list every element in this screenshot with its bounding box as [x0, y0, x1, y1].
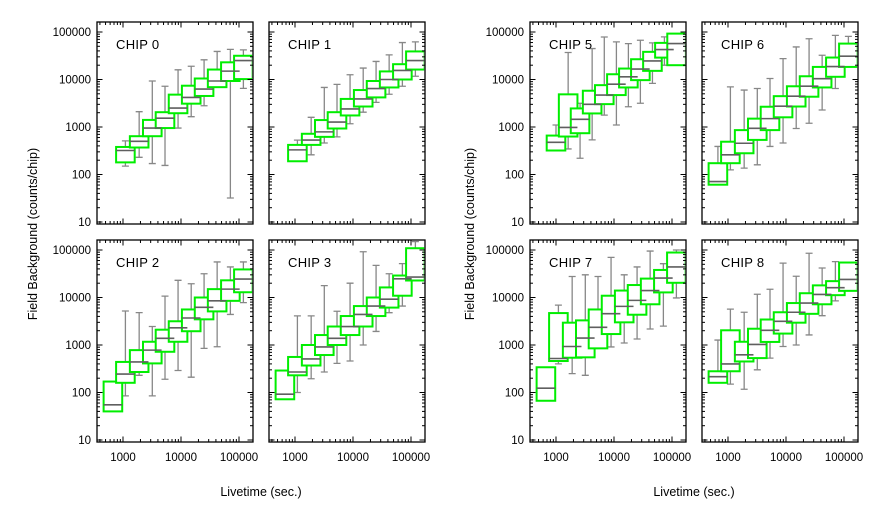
box-quartile-rect [287, 143, 308, 163]
y-tick-label: 10000 [492, 75, 524, 87]
box-quartile-rect [233, 54, 253, 81]
panel-title: CHIP 1 [288, 37, 331, 52]
x-tick-label: 100000 [653, 452, 691, 464]
box-plot-series [274, 240, 425, 401]
y-tick-label: 100000 [53, 245, 91, 257]
axis-ticks [269, 240, 425, 442]
panel-chip-1: CHIP 1 [268, 21, 426, 225]
box-plot-series [102, 261, 253, 413]
box-quartile-rect [102, 380, 124, 413]
axis-ticks [530, 22, 686, 224]
y-axis-label-left: Field Background (counts/chip) [26, 147, 40, 321]
x-tick-label: 100000 [392, 452, 430, 464]
box-plot-series [707, 34, 858, 186]
box-quartile-rect [535, 366, 557, 402]
y-axis-label-right: Field Background (counts/chip) [463, 147, 477, 321]
y-tick-label: 10 [78, 217, 91, 229]
x-tick-label: 1000 [543, 452, 569, 464]
figure-right-chip-grid: CHIP 5 100000 10000 1000 100 10 CHIP 6 CHIP 7 10… [486, 21, 863, 464]
box-quartile-rect [838, 261, 858, 292]
y-tick-label: 10000 [492, 293, 524, 305]
panel-title: CHIP 0 [116, 37, 159, 52]
y-tick-label: 100000 [486, 245, 524, 257]
y-tick-label: 1000 [65, 340, 91, 352]
y-tick-label: 10 [511, 435, 524, 447]
panel-chip-3: CHIP 3 1000 10000 100000 [268, 239, 430, 464]
axis-ticks [269, 22, 425, 224]
panel-title: CHIP 5 [549, 37, 592, 52]
axis-ticks [530, 240, 686, 442]
x-tick-label: 10000 [598, 452, 630, 464]
y-tick-label: 10 [78, 435, 91, 447]
box-plot-series [115, 48, 253, 199]
panel-title: CHIP 3 [288, 255, 331, 270]
x-tick-label: 100000 [220, 452, 258, 464]
box-plot-series [287, 41, 425, 163]
y-tick-label: 10000 [59, 75, 91, 87]
y-tick-label: 10000 [59, 293, 91, 305]
panel-chip-8: CHIP 8 1000 10000 100000 [701, 239, 863, 464]
x-tick-label: 100000 [825, 452, 863, 464]
box-quartile-rect [838, 42, 858, 68]
x-tick-label: 1000 [282, 452, 308, 464]
x-tick-label: 1000 [110, 452, 136, 464]
y-tick-label: 100000 [486, 27, 524, 39]
box-quartile-rect [405, 247, 425, 282]
y-tick-label: 100 [72, 388, 91, 400]
x-tick-label: 10000 [770, 452, 802, 464]
panel-title: CHIP 8 [721, 255, 764, 270]
figure-left-chip-grid: CHIP 0 100000 10000 1000 100 10 CHIP 1 CHIP 2 10… [53, 21, 430, 464]
box-plot-series [545, 32, 686, 159]
panel-chip-5: CHIP 5 100000 10000 1000 100 10 [486, 21, 687, 229]
box-quartile-rect [115, 145, 136, 164]
box-plot-series [707, 252, 858, 390]
x-tick-label: 10000 [337, 452, 369, 464]
axis-ticks [702, 22, 858, 224]
y-tick-label: 1000 [65, 122, 91, 134]
y-tick-label: 1000 [498, 340, 524, 352]
box-quartile-rect [233, 268, 253, 294]
box-quartile-rect [154, 111, 176, 130]
panel-chip-0: CHIP 0 100000 10000 1000 100 10 [53, 21, 254, 229]
x-tick-label: 10000 [165, 452, 197, 464]
box-plot-series [535, 249, 686, 402]
panel-chip-6: CHIP 6 [701, 21, 859, 225]
box-quartile-rect [274, 369, 296, 401]
x-axis-label-right: Livetime (sec.) [653, 485, 735, 499]
y-tick-label: 100 [505, 388, 524, 400]
axis-ticks [97, 240, 253, 442]
box-quartile-rect [707, 162, 729, 186]
axis-ticks [702, 240, 858, 442]
y-tick-label: 100000 [53, 27, 91, 39]
panel-title: CHIP 7 [549, 255, 592, 270]
y-tick-label: 100 [505, 170, 524, 182]
y-tick-label: 1000 [498, 122, 524, 134]
panel-chip-7: CHIP 7 100000 10000 1000 100 10 1000 10000 10000… [486, 239, 691, 464]
panel-title: CHIP 6 [721, 37, 764, 52]
y-tick-label: 100 [72, 170, 91, 182]
x-tick-label: 1000 [715, 452, 741, 464]
panel-chip-2: CHIP 2 100000 10000 1000 100 10 1000 10000 10000… [53, 239, 258, 464]
y-tick-label: 10 [511, 217, 524, 229]
axis-ticks [97, 22, 253, 224]
panel-title: CHIP 2 [116, 255, 159, 270]
x-axis-label-left: Livetime (sec.) [220, 485, 302, 499]
